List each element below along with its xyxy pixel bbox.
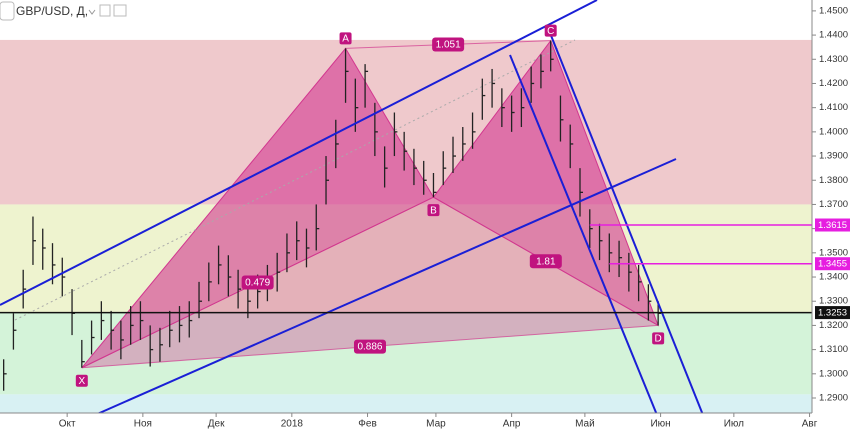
point-tag <box>339 32 352 45</box>
ratio-tag <box>529 254 562 269</box>
point-label: D <box>655 334 662 345</box>
level-tag <box>815 218 850 232</box>
ratio-tag <box>432 37 465 52</box>
x-tick-label: Мар <box>426 419 446 430</box>
icon-button[interactable] <box>99 4 111 17</box>
y-tick-label: 1.2900 <box>819 393 848 404</box>
x-tick-label: 2018 <box>281 419 304 430</box>
y-tick-label: 1.3000 <box>819 368 848 379</box>
channel-line <box>509 54 658 416</box>
x-tick-label: Июн <box>650 419 670 430</box>
y-tick-label: 1.4500 <box>819 5 848 16</box>
y-tick-label: 1.4000 <box>819 126 848 137</box>
price-axis <box>812 0 850 431</box>
level-label: 1.3615 <box>818 220 847 231</box>
x-tick-label: Фев <box>358 419 376 430</box>
point-label: A <box>342 34 349 45</box>
chart-title: GBP/USD, Д, <box>16 4 88 18</box>
y-tick-label: 1.3100 <box>819 344 848 355</box>
y-tick-label: 1.4400 <box>819 30 848 41</box>
ratio-tag <box>241 275 274 290</box>
point-label: C <box>547 26 554 37</box>
x-tick-label: Ноя <box>134 419 152 430</box>
channel-line <box>547 27 706 421</box>
y-tick-label: 1.3300 <box>819 296 848 307</box>
zone <box>0 394 812 413</box>
ratio-label: 1.81 <box>536 256 556 267</box>
level-tag <box>815 306 850 320</box>
axis-labels: 1.2900 1.3000 1.3100 1.3200 1.3300 1.3400 1.35… <box>59 5 848 429</box>
pattern-labels: 1.051 0.479 1.81 0.886 X A B C D <box>75 24 665 387</box>
point-tag <box>544 24 557 37</box>
y-tick-label: 1.3200 <box>819 320 848 331</box>
pattern-leg-area <box>81 197 659 368</box>
x-tick-label: Дек <box>208 419 225 430</box>
time-axis <box>0 413 812 431</box>
point-label: B <box>430 205 437 216</box>
level-label: 1.3253 <box>818 308 847 319</box>
point-tag <box>652 332 665 345</box>
y-tick-label: 1.4100 <box>819 102 848 113</box>
y-tick-label: 1.3500 <box>819 247 848 258</box>
level-tag <box>815 257 850 271</box>
icon-button[interactable] <box>113 4 127 17</box>
y-tick-label: 1.3700 <box>819 199 848 210</box>
levels <box>0 224 812 314</box>
x-tick-label: Май <box>575 419 595 430</box>
x-tick-label: Апр <box>503 419 521 430</box>
y-tick-label: 1.3900 <box>819 151 848 162</box>
symbol-icon[interactable] <box>0 1 15 21</box>
dropdown-icon[interactable] <box>88 9 96 15</box>
point-tag <box>75 374 88 387</box>
y-tick-label: 1.3400 <box>819 272 848 283</box>
ratio-label: 0.886 <box>357 342 382 353</box>
y-tick-label: 1.3800 <box>819 175 848 186</box>
x-tick-label: Июл <box>724 419 744 430</box>
ratio-label: 1.051 <box>436 40 461 51</box>
channel-line <box>0 0 598 306</box>
channels <box>0 0 706 421</box>
x-tick-label: Окт <box>59 419 76 430</box>
level-tags: 1.3615 1.3455 1.3253 <box>815 218 850 320</box>
zones <box>0 39 812 413</box>
ratio-tag <box>353 339 386 354</box>
ratio-label: 0.479 <box>245 278 270 289</box>
channel-line <box>94 158 677 416</box>
point-tag <box>427 204 440 217</box>
zone <box>0 204 812 313</box>
point-label: X <box>78 376 85 387</box>
x-tick-label: Авг <box>802 419 818 430</box>
y-tick-label: 1.4300 <box>819 54 848 65</box>
level-label: 1.3455 <box>818 259 847 270</box>
price-bars <box>3 40 662 391</box>
y-tick-label: 1.4200 <box>819 78 848 89</box>
